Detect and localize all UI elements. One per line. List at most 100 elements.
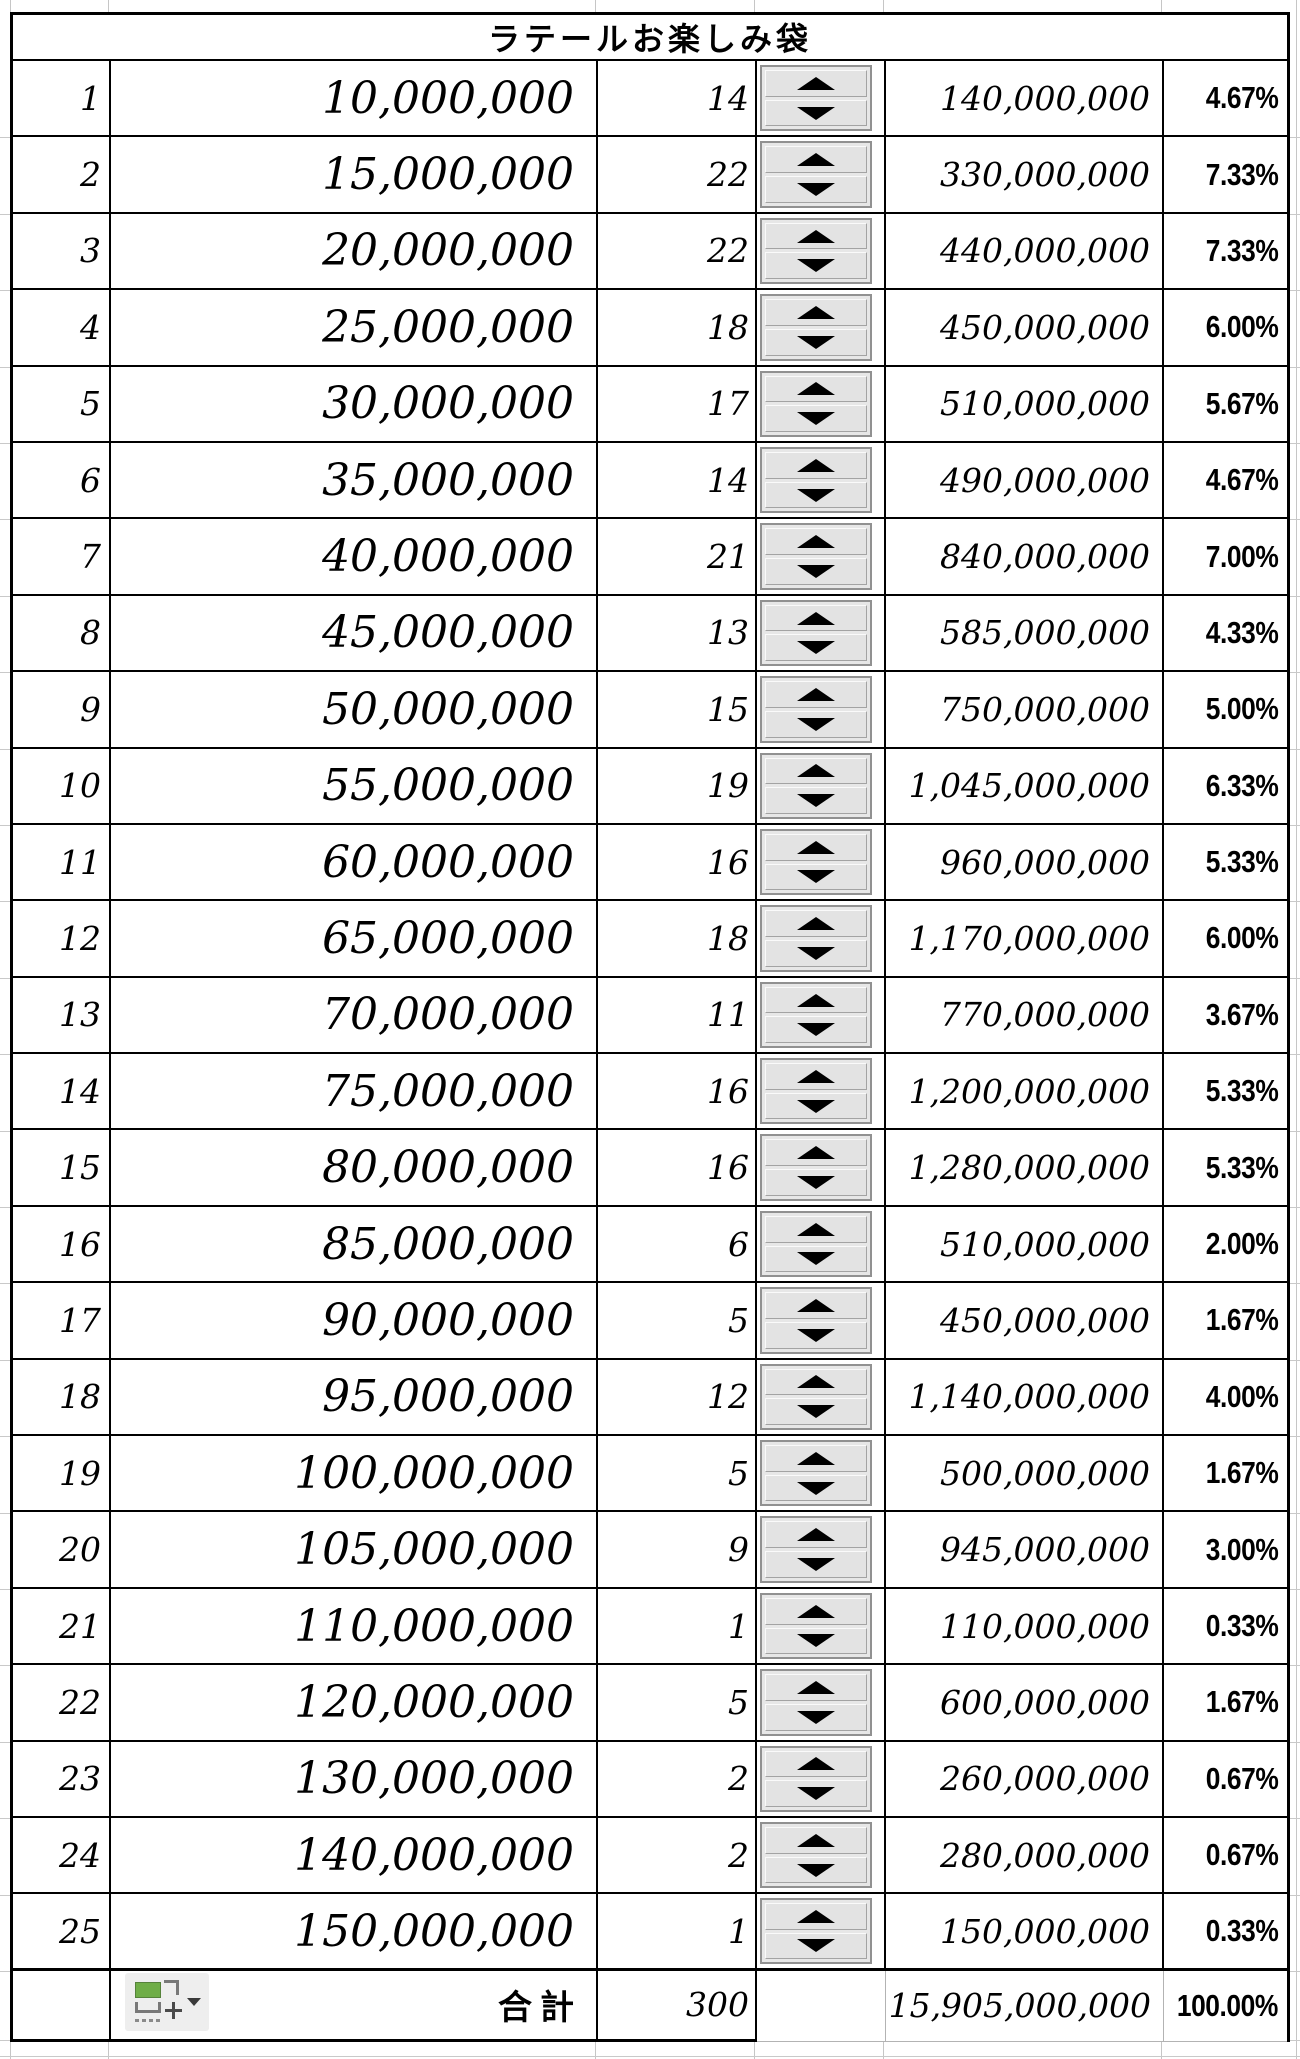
spinner-up-button[interactable] <box>765 1597 867 1625</box>
count-spinner[interactable] <box>760 981 872 1049</box>
count-cell[interactable]: 16 <box>598 1130 757 1205</box>
percent-cell[interactable]: 7.33% <box>1164 214 1287 288</box>
subtotal-cell[interactable]: 840,000,000 <box>886 519 1164 594</box>
percent-cell[interactable]: 0.33% <box>1164 1894 1287 1967</box>
spinner-up-button[interactable] <box>765 757 867 785</box>
spinner-up-button[interactable] <box>765 1292 867 1319</box>
count-spinner[interactable] <box>760 828 872 896</box>
spinner-up-button[interactable] <box>765 1750 867 1778</box>
subtotal-cell[interactable]: 1,170,000,000 <box>886 901 1164 976</box>
prize-amount-cell[interactable]: 110,000,000 <box>111 1588 598 1664</box>
count-cell[interactable]: 2 <box>598 1817 757 1893</box>
spinner-down-button[interactable] <box>765 1398 867 1426</box>
percent-cell[interactable]: 4.33% <box>1164 596 1287 670</box>
spinner-up-button[interactable] <box>765 1826 867 1854</box>
count-cell[interactable]: 16 <box>598 824 757 900</box>
spinner-down-button[interactable] <box>765 940 867 967</box>
percent-cell[interactable]: 4.00% <box>1164 1360 1287 1434</box>
spinner-up-button[interactable] <box>765 681 867 708</box>
percent-cell[interactable]: 5.33% <box>1164 1130 1287 1204</box>
count-cell[interactable]: 5 <box>598 1283 757 1358</box>
spinner-down-button[interactable] <box>765 328 867 356</box>
spinner-up-button[interactable] <box>765 910 867 937</box>
count-cell[interactable]: 22 <box>598 137 757 212</box>
spinner-up-button[interactable] <box>765 146 867 174</box>
spinner-up-button[interactable] <box>765 986 867 1014</box>
subtotal-cell[interactable]: 440,000,000 <box>886 213 1164 289</box>
count-spinner[interactable] <box>760 1669 872 1736</box>
prize-amount-cell[interactable]: 80,000,000 <box>111 1130 598 1205</box>
prize-amount-cell[interactable]: 35,000,000 <box>111 442 598 518</box>
subtotal-cell[interactable]: 770,000,000 <box>886 977 1164 1053</box>
spinner-down-button[interactable] <box>765 481 867 509</box>
subtotal-cell[interactable]: 490,000,000 <box>886 442 1164 518</box>
subtotal-cell[interactable]: 260,000,000 <box>886 1741 1164 1816</box>
percent-cell[interactable]: 0.33% <box>1164 1589 1287 1663</box>
count-spinner[interactable] <box>760 65 872 132</box>
spinner-down-button[interactable] <box>765 1932 867 1959</box>
subtotal-cell[interactable]: 1,200,000,000 <box>886 1054 1164 1129</box>
count-spinner[interactable] <box>760 294 872 361</box>
prize-amount-cell[interactable]: 90,000,000 <box>111 1283 598 1358</box>
spinner-up-button[interactable] <box>765 222 867 250</box>
count-cell[interactable]: 1 <box>598 1894 757 1968</box>
prize-amount-cell[interactable]: 25,000,000 <box>111 290 598 365</box>
count-cell[interactable]: 15 <box>598 672 757 747</box>
prize-amount-cell[interactable]: 100,000,000 <box>111 1436 598 1511</box>
subtotal-cell[interactable]: 1,045,000,000 <box>886 748 1164 823</box>
percent-cell[interactable]: 6.33% <box>1164 749 1287 823</box>
prize-amount-cell[interactable]: 20,000,000 <box>111 213 598 289</box>
percent-cell[interactable]: 3.00% <box>1164 1512 1287 1586</box>
subtotal-cell[interactable]: 280,000,000 <box>886 1817 1164 1893</box>
spinner-down-button[interactable] <box>765 1856 867 1884</box>
spinner-down-button[interactable] <box>765 1092 867 1120</box>
spinner-up-button[interactable] <box>765 604 867 632</box>
percent-cell[interactable]: 7.33% <box>1164 137 1287 211</box>
count-cell[interactable]: 9 <box>598 1512 757 1587</box>
spinner-up-button[interactable] <box>765 375 867 403</box>
count-cell[interactable]: 19 <box>598 748 757 823</box>
count-spinner[interactable] <box>760 1134 872 1201</box>
count-cell[interactable]: 2 <box>598 1741 757 1816</box>
prize-amount-cell[interactable]: 75,000,000 <box>111 1054 598 1129</box>
count-spinner[interactable] <box>760 905 872 972</box>
count-cell[interactable]: 22 <box>598 213 757 289</box>
spinner-up-button[interactable] <box>765 1139 867 1167</box>
spinner-down-button[interactable] <box>765 634 867 662</box>
percent-cell[interactable]: 6.00% <box>1164 290 1287 364</box>
count-spinner[interactable] <box>760 599 872 667</box>
count-spinner[interactable] <box>760 1898 872 1964</box>
percent-cell[interactable]: 6.00% <box>1164 901 1287 975</box>
prize-amount-cell[interactable]: 10,000,000 <box>111 61 598 136</box>
spinner-down-button[interactable] <box>765 405 867 432</box>
spinner-up-button[interactable] <box>765 1903 867 1930</box>
count-cell[interactable]: 21 <box>598 519 757 594</box>
spinner-up-button[interactable] <box>765 833 867 861</box>
count-cell[interactable]: 12 <box>598 1359 757 1435</box>
spinner-up-button[interactable] <box>765 1674 867 1701</box>
spinner-down-button[interactable] <box>765 1627 867 1655</box>
count-spinner[interactable] <box>760 1363 872 1431</box>
count-cell[interactable]: 16 <box>598 1054 757 1129</box>
count-spinner[interactable] <box>760 1287 872 1354</box>
prize-amount-cell[interactable]: 50,000,000 <box>111 672 598 747</box>
subtotal-cell[interactable]: 510,000,000 <box>886 366 1164 441</box>
spinner-up-button[interactable] <box>765 1215 867 1243</box>
subtotal-cell[interactable]: 585,000,000 <box>886 595 1164 671</box>
spinner-up-button[interactable] <box>765 528 867 556</box>
count-spinner[interactable] <box>760 1058 872 1125</box>
prize-amount-cell[interactable]: 85,000,000 <box>111 1206 598 1282</box>
spinner-down-button[interactable] <box>765 1245 867 1273</box>
prize-amount-cell[interactable]: 30,000,000 <box>111 366 598 441</box>
count-cell[interactable]: 6 <box>598 1206 757 1282</box>
count-spinner[interactable] <box>760 141 872 208</box>
spinner-down-button[interactable] <box>765 1474 867 1502</box>
spinner-down-button[interactable] <box>765 252 867 280</box>
spinner-down-button[interactable] <box>765 1321 867 1349</box>
count-cell[interactable]: 1 <box>598 1588 757 1664</box>
spinner-up-button[interactable] <box>765 1521 867 1549</box>
count-spinner[interactable] <box>760 1745 872 1812</box>
percent-cell[interactable]: 1.67% <box>1164 1283 1287 1357</box>
subtotal-cell[interactable]: 750,000,000 <box>886 672 1164 747</box>
prize-amount-cell[interactable]: 45,000,000 <box>111 595 598 671</box>
